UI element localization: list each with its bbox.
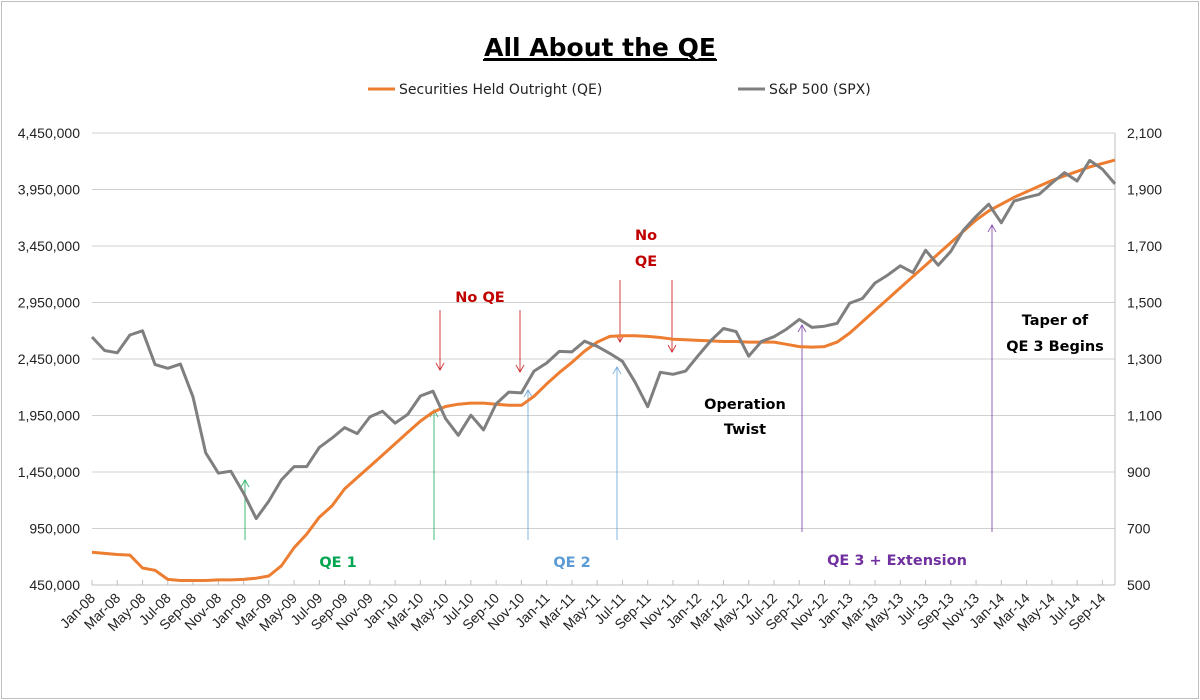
- tick-labels: 450,000 500 950,000 700 1,450,000 900 1,950,00…: [18, 125, 1163, 634]
- legend-label-qe: Securities Held Outright (QE): [399, 82, 602, 98]
- right-axis-tick-label: 700: [1127, 521, 1151, 537]
- arrowhead-icon: [240, 478, 250, 488]
- right-axis-tick-label: 1,700: [1127, 238, 1162, 254]
- chart-title: All About the QE: [484, 33, 716, 62]
- axes: [91, 133, 1116, 586]
- series-line-qe: [91, 158, 1116, 582]
- annotation-twist-line2: Twist: [724, 422, 766, 438]
- right-axis-tick-label: 1,500: [1127, 295, 1162, 311]
- right-axis-tick-label: 500: [1127, 577, 1151, 593]
- series-line-spx: [90, 158, 1117, 521]
- annotation-arrows: [240, 223, 997, 540]
- legend: Securities Held Outright (QE) S&P 500 (S…: [368, 82, 871, 98]
- annotation-no-qe-2-line2: QE: [635, 254, 657, 270]
- arrowhead-icon: [435, 362, 445, 372]
- right-axis-tick-label: 900: [1127, 464, 1151, 480]
- right-axis-tick-label: 2,100: [1127, 125, 1162, 141]
- annotation-taper-line2: QE 3 Begins: [1006, 339, 1104, 355]
- annotation-qe1: QE 1: [319, 555, 356, 571]
- right-axis-tick-label: 1,300: [1127, 351, 1162, 367]
- right-axis-tick-label: 1,100: [1127, 408, 1162, 424]
- annotation-qe2: QE 2: [553, 555, 590, 571]
- left-axis-tick-label: 3,950,000: [18, 182, 80, 198]
- legend-label-spx: S&P 500 (SPX): [769, 82, 871, 98]
- annotations: No QE No QE QE 1 QE 2 QE 3 + Extension O…: [319, 228, 1103, 571]
- arrowhead-icon: [987, 223, 997, 233]
- left-axis-tick-label: 1,450,000: [18, 464, 80, 480]
- left-axis-tick-label: 4,450,000: [18, 125, 80, 141]
- arrowhead-icon: [612, 365, 622, 375]
- arrowhead-icon: [797, 323, 807, 333]
- annotation-twist-line1: Operation: [704, 397, 786, 413]
- left-axis-tick-label: 950,000: [29, 521, 80, 537]
- left-axis-tick-label: 2,950,000: [18, 295, 80, 311]
- arrowhead-icon: [667, 344, 677, 354]
- annotation-no-qe-1: No QE: [455, 290, 504, 306]
- left-axis-tick-label: 3,450,000: [18, 238, 80, 254]
- left-axis-tick-label: 1,950,000: [18, 408, 80, 424]
- gridlines: [92, 132, 1115, 529]
- arrowhead-icon: [515, 364, 525, 374]
- annotation-qe3: QE 3 + Extension: [827, 553, 967, 569]
- left-axis-tick-label: 2,450,000: [18, 351, 80, 367]
- series-lines: [90, 158, 1117, 582]
- arrowhead-icon: [523, 388, 533, 398]
- annotation-taper-line1: Taper of: [1022, 313, 1089, 329]
- left-axis-tick-label: 450,000: [29, 577, 80, 593]
- right-axis-tick-label: 1,900: [1127, 182, 1162, 198]
- annotation-no-qe-2-line1: No: [635, 228, 657, 244]
